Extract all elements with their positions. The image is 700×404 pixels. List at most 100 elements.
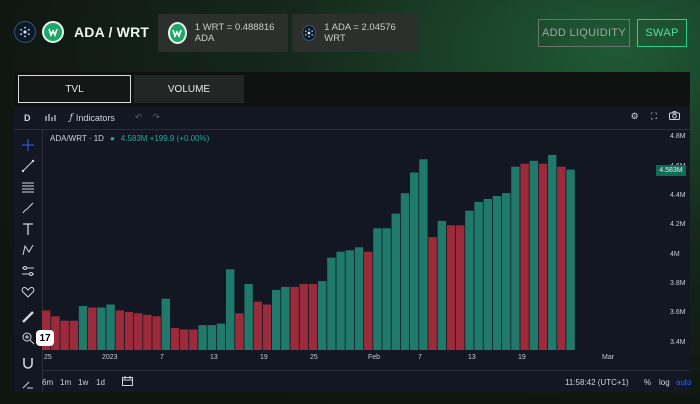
percent-toggle[interactable]: % [644, 378, 652, 387]
chart-bar [400, 193, 410, 350]
ruler-icon[interactable] [21, 310, 35, 324]
chart-bar [318, 281, 327, 350]
chart-bar [69, 320, 78, 350]
chart-bar [446, 225, 456, 350]
chart-bar [529, 160, 538, 350]
chart-bar [290, 286, 299, 350]
chart-bar [272, 289, 281, 350]
y-tick-label: 4.4M [670, 192, 686, 199]
chart-bar [78, 306, 88, 350]
zoom-in-icon[interactable] [21, 331, 35, 345]
y-tick-label: 4M [670, 250, 680, 258]
legend-symbol: ADA/WRT · 1D [50, 134, 104, 143]
chart-bar [235, 313, 244, 350]
bar-style-icon[interactable] [44, 113, 56, 122]
camera-icon[interactable] [669, 111, 680, 122]
y-tick-label: 4.8M [670, 133, 686, 141]
magnet-icon[interactable] [21, 356, 35, 370]
pattern-icon[interactable] [21, 243, 35, 257]
chart-bar [253, 301, 262, 350]
goto-date-icon[interactable] [122, 376, 133, 388]
horizontal-lines-icon[interactable] [21, 180, 35, 194]
chart-bar [216, 323, 226, 350]
measure-settings-icon[interactable] [21, 264, 35, 278]
chart-bar [364, 251, 373, 350]
chart-bar [456, 225, 465, 350]
x-tick-label: 7 [418, 354, 422, 361]
pair-header: ADA / WRT [14, 20, 174, 44]
chart-bar [88, 307, 97, 350]
chart-bar [106, 304, 115, 350]
chart-bar [134, 313, 143, 350]
range-1w[interactable]: 1w [78, 378, 89, 387]
chart-bar [207, 325, 216, 350]
crosshair-icon[interactable] [21, 138, 35, 152]
x-tick-label: 19 [518, 354, 526, 361]
range-6m[interactable]: 6m [42, 378, 54, 387]
brush-icon[interactable] [21, 201, 35, 215]
chart-bar [538, 163, 548, 350]
chart-bar [226, 269, 235, 350]
x-tick-label: Mar [602, 354, 615, 361]
chart-bar [483, 198, 492, 350]
tradingview-logo[interactable]: 17 [36, 330, 54, 346]
bar-chart[interactable] [42, 130, 656, 350]
drawing-toolbar [14, 130, 43, 392]
trend-line-icon[interactable] [21, 159, 35, 173]
chart-bar [327, 257, 336, 350]
wrt-coin-icon [42, 21, 64, 43]
chart-bar [437, 220, 446, 350]
range-1d[interactable]: 1d [96, 378, 105, 387]
log-toggle[interactable]: log [659, 378, 670, 387]
chart-bar [382, 228, 391, 350]
chart-bar [511, 166, 520, 350]
chart-bottom-bar: 6m 1m 1w 1d 11:58:42 (UTC+1) % log auto [42, 370, 692, 393]
last-price-tag: 4.583M [656, 164, 686, 176]
rate-label: 1 WRT = 0.488816 ADA [194, 22, 275, 44]
chart-bar [354, 247, 364, 350]
y-tick-label: 3.6M [670, 309, 686, 317]
auto-toggle[interactable]: auto [676, 378, 692, 387]
chart-bar [492, 196, 502, 350]
x-tick-label: 25 [44, 354, 52, 361]
pair-title: ADA / WRT [74, 24, 150, 40]
x-tick-label: Feb [368, 354, 381, 361]
swap-button[interactable]: SWAP [637, 19, 687, 47]
chart-toolbar: D ƒ Indicators ↶ ↷ ⚙ ⛶ [14, 106, 690, 130]
chart-bar [262, 304, 272, 350]
rate-label: 1 ADA = 2.04576 WRT [324, 22, 396, 44]
chart-bar [143, 314, 152, 350]
lock-drawings-icon[interactable] [21, 376, 35, 390]
legend-value: 4.583M +199.9 (+0.00%) [120, 134, 210, 143]
chart-bar [161, 298, 170, 350]
text-icon[interactable] [21, 222, 35, 236]
indicators-button[interactable]: ƒ Indicators [70, 113, 115, 123]
range-1m[interactable]: 1m [60, 378, 72, 387]
x-tick-label: 25 [310, 354, 318, 361]
chart-bar [308, 284, 318, 350]
tab-volume[interactable]: VOLUME [134, 75, 244, 103]
tab-tvl[interactable]: TVL [18, 75, 131, 103]
chart-bar [198, 325, 207, 350]
fx-icon: ƒ [69, 112, 73, 123]
heart-icon[interactable] [21, 285, 35, 299]
settings-gear-icon[interactable]: ⚙ [630, 111, 639, 121]
y-tick-label: 3.4M [670, 338, 686, 346]
indicators-label: Indicators [75, 112, 115, 123]
rate-wrt-ada: 1 WRT = 0.488816 ADA [158, 14, 288, 52]
undo-icon[interactable]: ↶ [134, 112, 143, 122]
chart-bar [51, 316, 60, 350]
x-tick-label: 2023 [102, 354, 118, 361]
add-liquidity-button[interactable]: ADD LIQUIDITY [538, 19, 630, 47]
chart-bar [152, 316, 161, 350]
redo-icon[interactable]: ↷ [152, 112, 160, 122]
chart-bar [465, 210, 474, 350]
chart-bar [502, 193, 511, 350]
chart-bar [281, 286, 290, 350]
interval-selector[interactable]: D [24, 112, 31, 123]
clock-time[interactable]: 11:58:42 (UTC+1) [565, 378, 629, 387]
chart-bar [180, 329, 189, 350]
fullscreen-icon[interactable]: ⛶ [650, 111, 657, 121]
chart-bar [60, 320, 69, 350]
x-axis: 25 2023 7 13 19 25 Feb 7 13 19 Mar [42, 352, 656, 366]
